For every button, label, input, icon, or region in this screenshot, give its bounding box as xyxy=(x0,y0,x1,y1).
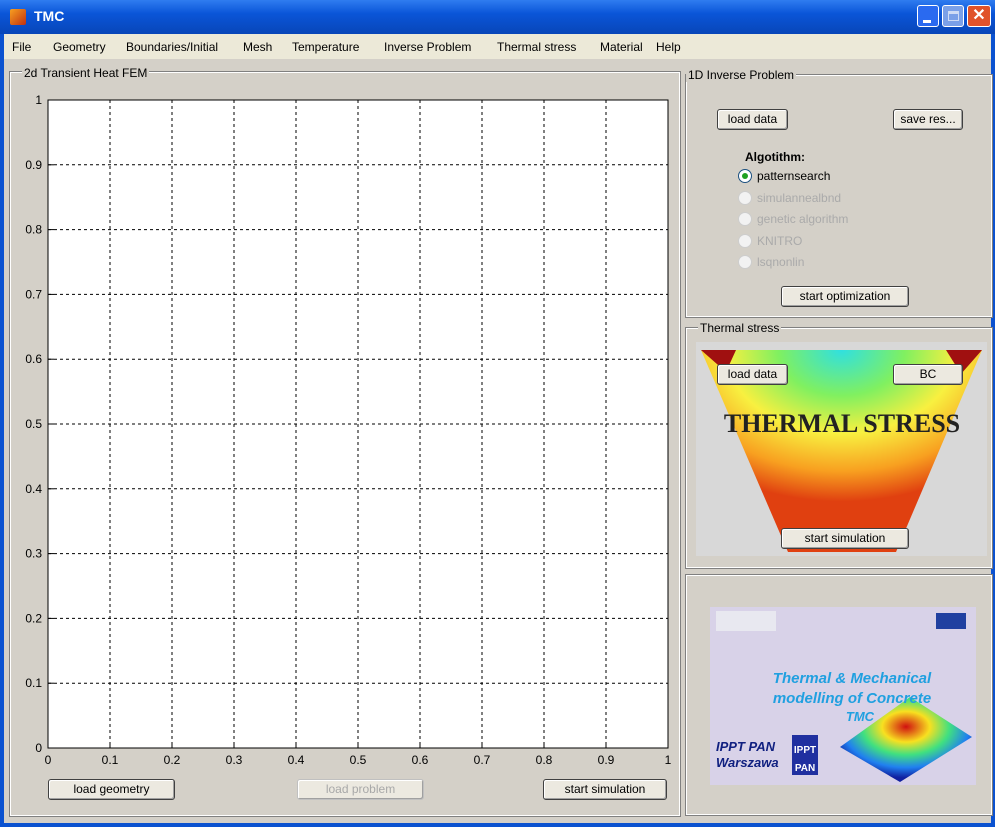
x-tick-label: 0.8 xyxy=(536,753,553,767)
button[interactable]: load geometry xyxy=(48,779,175,800)
menu-bar xyxy=(4,34,991,59)
menu-item[interactable]: Thermal stress xyxy=(497,40,577,54)
logo-mark-text: IPPT xyxy=(794,745,816,756)
close-button[interactable]: ✕ xyxy=(967,5,991,27)
button[interactable]: load data xyxy=(717,364,788,385)
radio-option: lsqnonlin xyxy=(738,254,804,270)
y-tick-label: 0.6 xyxy=(25,352,42,366)
maximize-button[interactable] xyxy=(942,5,964,27)
menu-item[interactable]: Inverse Problem xyxy=(384,40,472,54)
radio-option: simulannealbnd xyxy=(738,190,841,206)
stress-shape xyxy=(701,350,982,552)
button: load problem xyxy=(297,779,424,800)
y-tick-label: 0 xyxy=(35,741,42,755)
x-tick-label: 0 xyxy=(45,753,52,767)
inverse-panel-title: 1D Inverse Problem xyxy=(686,68,797,82)
button[interactable]: start optimization xyxy=(781,286,909,307)
stress-panel xyxy=(685,327,993,569)
radio-option[interactable]: patternsearch xyxy=(738,168,830,184)
logo-line: TMC xyxy=(846,709,875,724)
stress-edge xyxy=(946,350,982,374)
y-tick-label: 1 xyxy=(35,93,42,107)
y-tick-label: 0.7 xyxy=(25,287,42,301)
y-tick-label: 0.1 xyxy=(25,676,42,690)
title-bar: TMC ✕ xyxy=(0,0,995,34)
logo-institute: IPPT PAN xyxy=(716,739,776,754)
logo-mark-text: PAN xyxy=(795,763,815,774)
logo-panel xyxy=(685,574,993,816)
axes-box xyxy=(47,99,669,749)
button[interactable]: save res... xyxy=(893,109,963,130)
logo-line: modelling of Concrete xyxy=(773,690,931,707)
stress-panel-title: Thermal stress xyxy=(698,321,782,335)
app-icon xyxy=(10,9,26,25)
logo-badge xyxy=(716,611,776,631)
logo-mark xyxy=(792,735,818,775)
y-tick-label: 0.4 xyxy=(25,482,42,496)
logo-image: Thermal & Mechanical modelling of Concre… xyxy=(710,607,976,785)
button[interactable]: start simulation xyxy=(781,528,909,549)
y-tick-label: 0.2 xyxy=(25,611,42,625)
y-tick-label: 0.5 xyxy=(25,417,42,431)
stress-image-title: THERMAL STRESS xyxy=(724,409,960,438)
menu-item[interactable]: Geometry xyxy=(53,40,106,54)
radio-option: KNITRO xyxy=(738,233,802,249)
x-tick-label: 0.3 xyxy=(226,753,243,767)
logo-render xyxy=(840,697,972,782)
button[interactable]: load data xyxy=(717,109,788,130)
button[interactable]: BC xyxy=(893,364,963,385)
radio-option: genetic algorithm xyxy=(738,211,848,227)
window-title: TMC xyxy=(34,8,65,24)
heat-panel-title: 2d Transient Heat FEM xyxy=(22,66,150,80)
heat-axes: 0 0.1 0.2 0.3 0.4 0.5 0.6 0.7 0.8 0.9 1 0 0.1 0.2 0.3 0… xyxy=(25,93,672,767)
x-tick-label: 0.6 xyxy=(412,753,429,767)
x-tick-label: 0.5 xyxy=(350,753,367,767)
menu-item[interactable]: Material xyxy=(600,40,643,54)
y-tick-label: 0.3 xyxy=(25,547,42,561)
algorithm-label: Algotithm: xyxy=(745,150,805,164)
menu-item[interactable]: File xyxy=(12,40,32,54)
menu-item[interactable]: Help xyxy=(656,40,681,54)
x-tick-label: 1 xyxy=(665,753,672,767)
x-tick-label: 0.1 xyxy=(102,753,119,767)
inverse-panel xyxy=(685,74,993,318)
menu-item[interactable]: Boundaries/Initial xyxy=(126,40,219,54)
heat-panel xyxy=(9,71,681,817)
logo-city: Warszawa xyxy=(716,755,779,770)
eu-flag xyxy=(936,613,966,629)
y-tick-label: 0.8 xyxy=(25,223,42,237)
x-tick-label: 0.9 xyxy=(598,753,615,767)
logo-line: Thermal & Mechanical xyxy=(773,670,932,687)
x-tick-label: 0.7 xyxy=(474,753,491,767)
minimize-button[interactable] xyxy=(917,5,939,27)
menu-item[interactable]: Temperature xyxy=(292,40,360,54)
menu-item[interactable]: Mesh xyxy=(243,40,273,54)
x-tick-label: 0.4 xyxy=(288,753,305,767)
y-tick-label: 0.9 xyxy=(25,158,42,172)
x-tick-label: 0.2 xyxy=(164,753,181,767)
button[interactable]: start simulation xyxy=(543,779,667,800)
